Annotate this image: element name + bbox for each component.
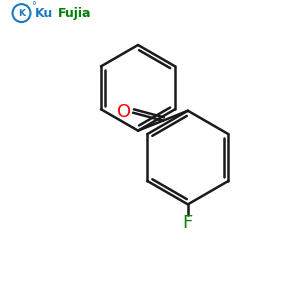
Text: °: ° — [31, 1, 36, 11]
Text: F: F — [183, 214, 193, 232]
Text: Ku: Ku — [35, 7, 53, 20]
Text: Fujia: Fujia — [58, 7, 91, 20]
Text: K: K — [18, 9, 25, 18]
Text: O: O — [117, 103, 131, 121]
